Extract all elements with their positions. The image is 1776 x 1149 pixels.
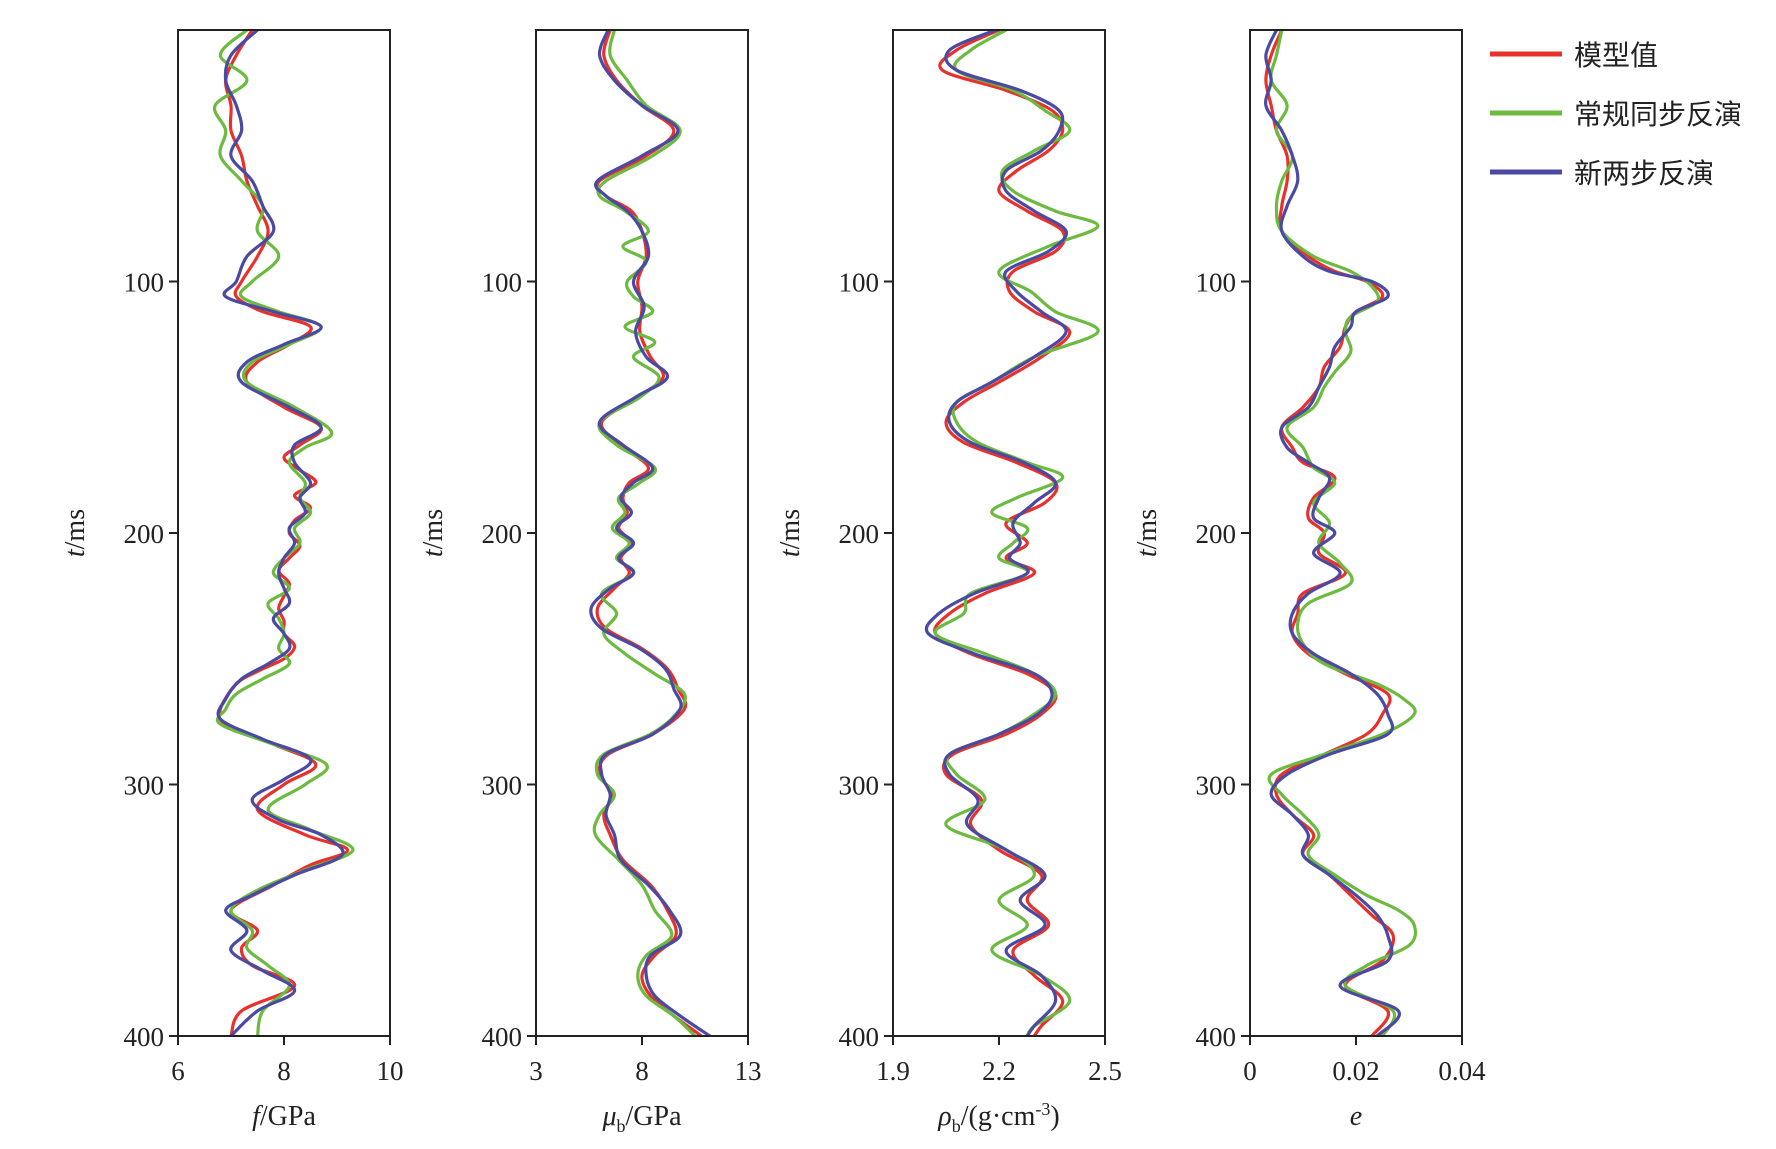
- y-tick-label: 100: [482, 268, 523, 298]
- legend-label-model: 模型值: [1574, 39, 1658, 72]
- series-line-conventional: [212, 30, 355, 1036]
- y-tick-label: 300: [839, 771, 880, 801]
- legend-item-conventional: 常规同步反演: [1490, 98, 1742, 131]
- x-tick-label: 1.9: [876, 1056, 910, 1086]
- y-tick-label: 300: [124, 771, 165, 801]
- y-tick-label: 100: [839, 268, 880, 298]
- y-tick-label: 300: [482, 771, 523, 801]
- y-tick-label: 100: [1196, 268, 1237, 298]
- series-line-new: [1264, 30, 1401, 1036]
- x-axis-label: μb/GPa: [601, 1101, 682, 1136]
- series-line-model: [595, 30, 703, 1036]
- x-tick-label: 8: [277, 1056, 291, 1086]
- y-tick-label: 200: [482, 519, 523, 549]
- y-tick-label: 200: [1196, 519, 1237, 549]
- legend-label-new: 新两步反演: [1574, 157, 1714, 190]
- series-line-model: [217, 30, 350, 1036]
- series-line-model: [1264, 30, 1396, 1036]
- x-axis-label: ρb/(g·cm-3): [937, 1099, 1059, 1136]
- legend: 模型值 常规同步反演 新两步反演: [1490, 39, 1742, 190]
- x-tick-label: 3: [529, 1056, 543, 1086]
- panel-3: 1.9 2.2 2.5 100 200 300 400 ρb/(g·cm-3) t/ms: [775, 29, 1122, 1136]
- y-tick-label: 300: [1196, 771, 1237, 801]
- traces: [212, 30, 355, 1036]
- x-tick-label: 10: [377, 1056, 404, 1086]
- y-axis-label: t/ms: [418, 509, 449, 557]
- x-tick-label: 0.04: [1438, 1056, 1486, 1086]
- y-axis-label: t/ms: [1132, 509, 1163, 557]
- series-line-new: [216, 30, 345, 1036]
- traces: [589, 30, 712, 1036]
- panel-4: 0 0.02 0.04 100 200 300 400 e t/ms: [1132, 29, 1486, 1132]
- panel-1: 6 8 10 100 200 300 400 f/GPa t/ms: [60, 29, 404, 1132]
- y-tick-label: 400: [1196, 1022, 1237, 1052]
- series-line-conventional: [592, 30, 697, 1036]
- series-line-new: [589, 30, 712, 1036]
- y-tick-label: 200: [839, 519, 880, 549]
- chart-panels: 6 8 10 100 200 300 400 f/GPa t/ms 3 8 13 100 200 300 40…: [60, 29, 1486, 1136]
- y-tick-label: 400: [839, 1022, 880, 1052]
- legend-item-new: 新两步反演: [1490, 157, 1714, 190]
- series-line-new: [924, 30, 1069, 1036]
- y-tick-label: 400: [482, 1022, 523, 1052]
- traces: [924, 30, 1100, 1036]
- x-axis-label: f/GPa: [252, 1101, 316, 1132]
- y-axis-label: t/ms: [60, 509, 91, 557]
- traces: [1264, 30, 1418, 1036]
- legend-item-model: 模型值: [1490, 39, 1658, 72]
- y-tick-label: 400: [124, 1022, 165, 1052]
- legend-label-conventional: 常规同步反演: [1574, 98, 1742, 131]
- series-line-conventional: [1267, 30, 1418, 1036]
- x-tick-label: 8: [635, 1056, 649, 1086]
- x-tick-label: 2.2: [982, 1056, 1016, 1086]
- x-tick-label: 0: [1243, 1056, 1257, 1086]
- x-tick-label: 2.5: [1088, 1056, 1122, 1086]
- y-tick-label: 100: [124, 268, 165, 298]
- series-line-model: [933, 30, 1072, 1036]
- x-tick-label: 6: [171, 1056, 185, 1086]
- panel-2: 3 8 13 100 200 300 400 μb/GPa t/ms: [418, 29, 762, 1136]
- x-tick-label: 13: [735, 1056, 762, 1086]
- y-axis-label: t/ms: [775, 509, 806, 557]
- x-axis-label: e: [1350, 1101, 1362, 1132]
- y-tick-label: 200: [124, 519, 165, 549]
- plot-frame: [892, 29, 1106, 1037]
- x-tick-label: 0.02: [1332, 1056, 1379, 1086]
- plot-frame: [177, 29, 391, 1037]
